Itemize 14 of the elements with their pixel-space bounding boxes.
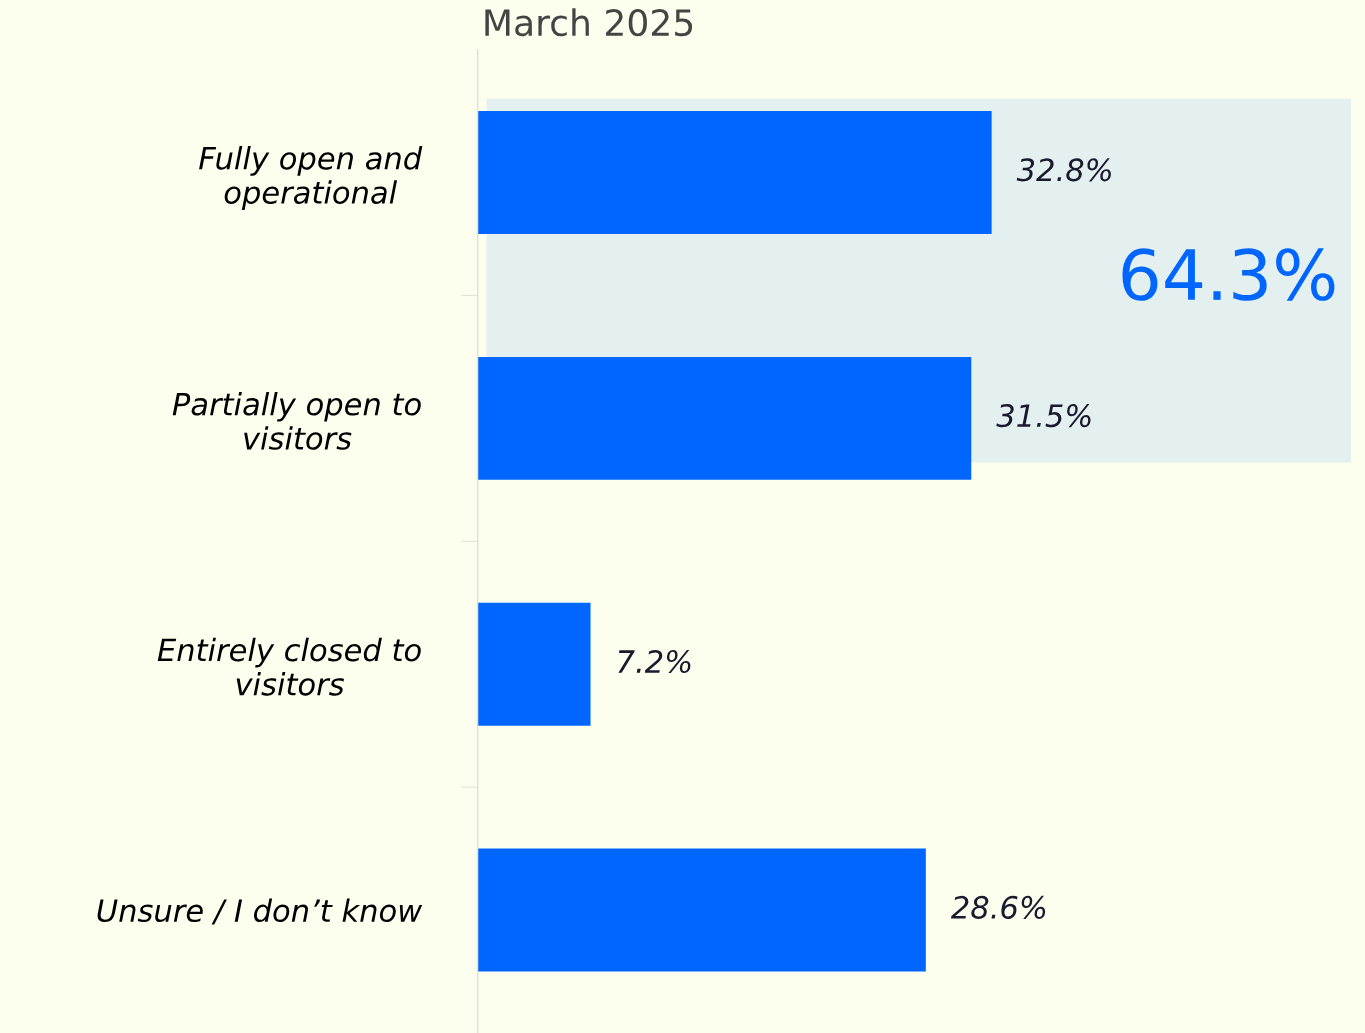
bar bbox=[477, 356, 972, 480]
chart-title: March 2025 bbox=[485, 8, 693, 37]
band-label: 64.3% bbox=[1122, 248, 1335, 301]
bar bbox=[477, 111, 992, 234]
y-tick-label: Entirely closed to visitors bbox=[157, 637, 421, 696]
bar bbox=[477, 602, 591, 726]
y-tick-label: Unsure / I don’t know bbox=[97, 898, 423, 925]
data-label: 7.2% bbox=[618, 649, 691, 674]
bar bbox=[477, 848, 926, 972]
data-label: 28.6% bbox=[950, 895, 1046, 919]
y-tick-label: Partially open to visitors bbox=[172, 391, 421, 450]
y-tick-label: Fully open and operational bbox=[199, 146, 423, 210]
data-label: 31.5% bbox=[996, 404, 1091, 428]
data-label: 32.8% bbox=[1016, 158, 1111, 182]
